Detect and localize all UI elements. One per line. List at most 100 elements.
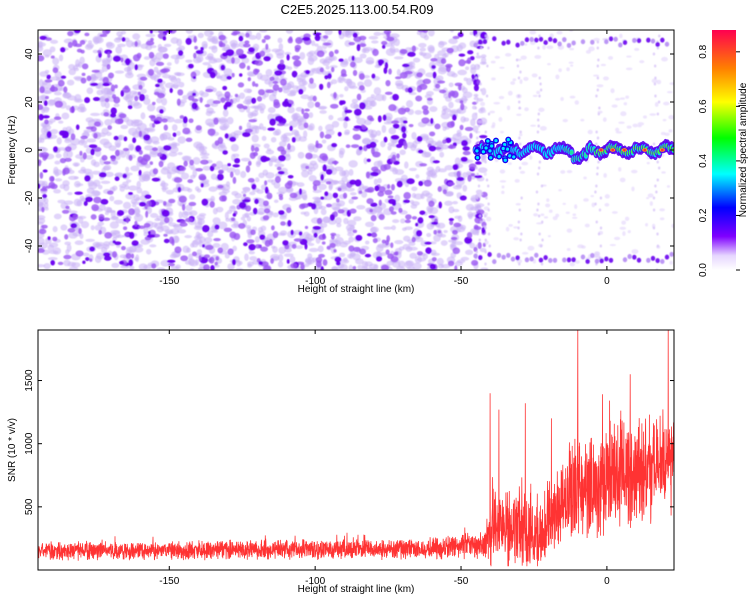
noise-blob	[280, 149, 287, 156]
noise-speck	[465, 66, 470, 71]
noise-speck	[324, 30, 333, 36]
noise-blob	[67, 41, 73, 49]
noise-blob	[178, 195, 187, 203]
noise-speck	[200, 156, 209, 160]
noise-blob	[195, 50, 204, 55]
noise-speck	[390, 42, 395, 47]
noise-blob	[98, 229, 102, 235]
quiet-speck	[574, 204, 578, 209]
noise-blob	[92, 96, 101, 102]
noise-blob	[356, 93, 362, 101]
noise-blob	[242, 105, 248, 110]
noise-blob	[351, 196, 359, 200]
noise-speck	[103, 87, 112, 95]
noise-speck	[278, 246, 286, 255]
noise-speck	[231, 191, 239, 196]
noise-speck	[135, 197, 140, 201]
noise-speck	[134, 213, 144, 222]
streak-speck	[487, 112, 491, 116]
noise-speck	[56, 147, 67, 151]
noise-speck	[404, 161, 409, 169]
noise-blob	[164, 217, 170, 224]
noise-blob	[388, 206, 394, 213]
snr-x-label: Height of straight line (km)	[298, 584, 415, 595]
noise-speck	[273, 199, 279, 204]
quiet-speck	[663, 101, 670, 106]
noise-speck	[92, 241, 101, 248]
noise-blob	[263, 35, 271, 40]
noise-blob	[176, 98, 181, 106]
noise-speck	[203, 30, 214, 37]
noise-speck	[162, 186, 167, 193]
quiet-speck	[514, 178, 520, 183]
noise-speck	[221, 164, 229, 171]
streak-speck	[596, 172, 599, 176]
signal-clump-core	[484, 146, 488, 150]
noise-blob	[268, 238, 273, 246]
noise-blob	[320, 173, 325, 181]
noise-blob	[201, 198, 209, 206]
noise-blob	[53, 116, 62, 121]
noise-speck	[312, 162, 319, 170]
noise-speck	[49, 242, 59, 248]
quiet-speck	[671, 223, 674, 229]
quiet-speck	[626, 55, 632, 58]
noise-blob	[403, 199, 411, 204]
noise-speck	[146, 103, 156, 112]
streak-speck	[485, 94, 489, 98]
noise-blob	[159, 109, 164, 114]
noise-blob	[171, 238, 175, 246]
noise-speck	[112, 160, 118, 165]
streak-speck	[537, 118, 540, 122]
noise-speck	[348, 198, 354, 205]
noise-blob	[293, 59, 302, 67]
noise-blob	[62, 130, 70, 138]
quiet-speck	[610, 88, 615, 94]
noise-speck	[125, 179, 132, 183]
quiet-speck	[480, 101, 486, 107]
noise-speck	[341, 170, 346, 176]
colorbar-gradient	[712, 30, 736, 270]
noise-blob	[452, 247, 461, 255]
noise-speck	[458, 98, 469, 102]
noise-blob	[450, 236, 458, 241]
noise-blob	[277, 63, 286, 71]
noise-blob	[42, 115, 50, 119]
noise-speck	[157, 43, 163, 50]
aliased-line-mark	[622, 39, 628, 45]
signal-clump-core	[481, 150, 486, 154]
aliased-line-mark	[580, 39, 586, 45]
noise-speck	[435, 165, 441, 173]
noise-blob	[344, 116, 349, 122]
quiet-speck	[510, 81, 516, 85]
noise-speck	[150, 136, 160, 144]
quiet-speck	[506, 105, 511, 111]
noise-blob	[138, 130, 143, 138]
noise-speck	[38, 264, 46, 268]
noise-speck	[481, 87, 487, 96]
noise-speck	[73, 98, 84, 103]
aliased-line-mark	[552, 257, 558, 263]
noise-speck	[145, 33, 156, 38]
noise-speck	[246, 121, 252, 130]
noise-speck	[325, 65, 330, 70]
noise-speck	[38, 78, 44, 87]
noise-speck	[93, 71, 103, 79]
noise-speck	[111, 230, 121, 239]
noise-blob	[194, 45, 198, 50]
quiet-speck	[618, 167, 622, 172]
noise-blob	[338, 58, 344, 63]
quiet-speck	[594, 253, 601, 259]
noise-speck	[306, 52, 314, 58]
noise-speck	[308, 247, 319, 253]
noise-blob	[295, 37, 303, 45]
noise-speck	[238, 260, 243, 266]
aliased-line-mark	[538, 36, 544, 42]
noise-blob	[372, 48, 379, 57]
colorbar-tick-label: 0.0	[698, 263, 709, 277]
noise-speck	[175, 77, 181, 84]
noise-blob	[304, 242, 308, 250]
quiet-speck	[631, 249, 639, 254]
noise-speck	[164, 228, 174, 235]
quiet-speck	[621, 220, 627, 225]
